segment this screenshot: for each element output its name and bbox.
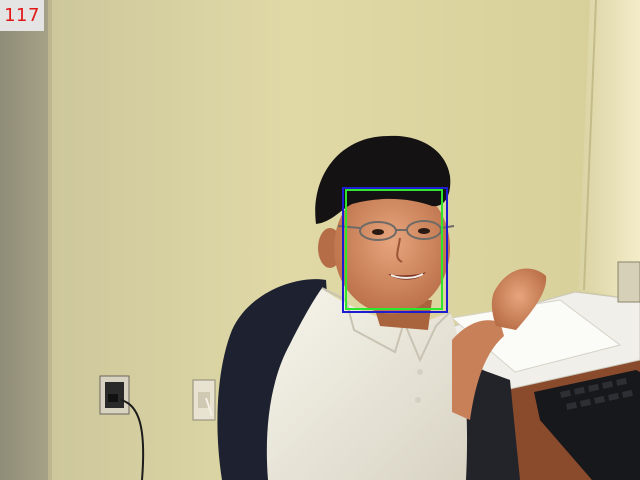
desk-object: [617, 261, 640, 303]
shirt: [266, 288, 468, 480]
face-detection-box-inner: [345, 189, 443, 310]
frame-counter: 117: [0, 0, 44, 31]
wall-outlet-left: [99, 375, 145, 480]
face-detection-box-outer: [342, 187, 448, 313]
left-wall: [0, 0, 50, 480]
forearm: [452, 320, 504, 420]
wall-outlet-right: [192, 379, 216, 421]
hair: [315, 135, 451, 224]
left-wall-edge: [48, 0, 52, 480]
hand: [491, 268, 547, 330]
face: [334, 182, 450, 314]
